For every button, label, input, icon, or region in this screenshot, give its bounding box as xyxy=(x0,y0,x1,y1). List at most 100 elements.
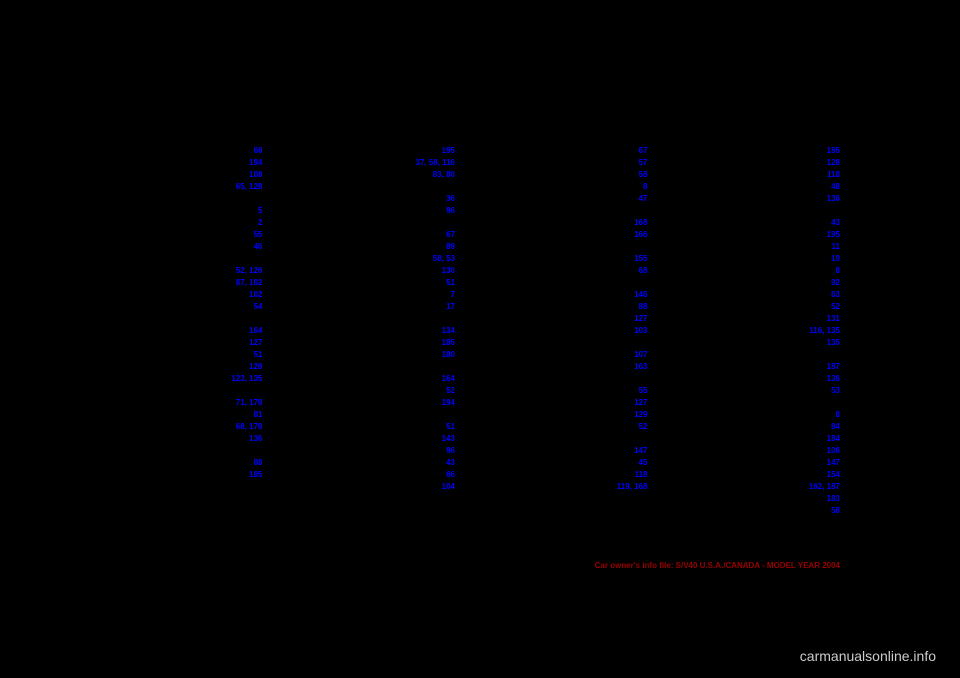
index-entry-page[interactable]: 83, 80 xyxy=(429,169,455,180)
index-entry-page[interactable]: 166 xyxy=(630,229,647,240)
index-entry-page[interactable]: 65, 128 xyxy=(232,181,263,192)
index-entry-page[interactable]: 143 xyxy=(438,433,455,444)
index-entry-page[interactable]: 102 xyxy=(245,289,262,300)
index-entry-page[interactable]: 68, 178 xyxy=(232,421,263,432)
index-entry-page[interactable]: 96 xyxy=(442,445,455,456)
index-entry-page[interactable]: 96 xyxy=(442,205,455,216)
index-entry-page[interactable]: 119, 168 xyxy=(613,481,648,492)
index-entry-page[interactable]: 88 xyxy=(250,457,263,468)
index-entry-page[interactable]: 68 xyxy=(250,145,263,156)
index-entry-page[interactable]: 134 xyxy=(438,325,455,336)
index-entry-page[interactable]: 84 xyxy=(827,421,840,432)
index-entry-page[interactable]: 52 xyxy=(827,301,840,312)
index-entry-page[interactable]: 127 xyxy=(630,397,647,408)
index-entry-page[interactable]: 195 xyxy=(438,145,455,156)
index-entry-page[interactable]: 185 xyxy=(823,145,840,156)
index-entry-page[interactable]: 155 xyxy=(630,253,647,264)
index-entry-page[interactable]: 116, 135 xyxy=(805,325,840,336)
index-entry-page[interactable]: 136 xyxy=(245,433,262,444)
index-entry-page[interactable]: 36 xyxy=(442,193,455,204)
index-entry-page[interactable]: 147 xyxy=(823,457,840,468)
index-entry-page[interactable]: 8 xyxy=(832,409,840,420)
index-entry-page[interactable]: 55 xyxy=(250,229,263,240)
index-entry-page[interactable]: 104 xyxy=(438,481,455,492)
index-entry-page[interactable]: 88 xyxy=(635,301,648,312)
index-entry-page[interactable]: 127 xyxy=(245,337,262,348)
index-entry-page[interactable]: 135 xyxy=(823,337,840,348)
index-entry-page[interactable]: 8 xyxy=(639,181,647,192)
index-entry-page[interactable]: 45 xyxy=(635,457,648,468)
index-entry-page[interactable]: 52 xyxy=(635,421,648,432)
index-entry-page[interactable]: 130 xyxy=(438,265,455,276)
index-entry-page[interactable]: 118 xyxy=(631,469,648,480)
index-entry-page[interactable]: 194 xyxy=(245,157,262,168)
index-entry-page[interactable]: 131 xyxy=(823,313,840,324)
index-entry-page[interactable]: 17 xyxy=(442,301,455,312)
index-entry-page[interactable]: 58 xyxy=(827,505,840,516)
index-entry-page[interactable]: 136 xyxy=(823,193,840,204)
index-entry-page[interactable]: 52, 126 xyxy=(232,265,263,276)
index-entry-page[interactable]: 146 xyxy=(630,289,647,300)
index-entry-page[interactable]: 53 xyxy=(827,385,840,396)
index-entry-page[interactable]: 43 xyxy=(827,217,840,228)
index-entry-page[interactable]: 184 xyxy=(823,433,840,444)
index-entry-page[interactable]: 103 xyxy=(630,325,647,336)
index-entry-page[interactable]: 128 xyxy=(245,361,262,372)
index-entry-page[interactable]: 118 xyxy=(823,169,840,180)
index-entry-page[interactable]: 128 xyxy=(823,157,840,168)
index-entry-page[interactable]: 5 xyxy=(254,205,262,216)
index-entry-page[interactable]: 66 xyxy=(442,469,455,480)
index-entry-page[interactable]: 51 xyxy=(250,349,263,360)
index-entry-page[interactable]: 43 xyxy=(442,457,455,468)
index-entry-page[interactable]: 46 xyxy=(250,241,263,252)
index-entry-page[interactable]: 89 xyxy=(442,241,455,252)
index-entry-page[interactable]: 164 xyxy=(438,373,455,384)
index-entry-page[interactable]: 51 xyxy=(442,421,455,432)
index-entry-page[interactable]: 47 xyxy=(635,193,648,204)
index-entry-page[interactable]: 58 xyxy=(635,169,648,180)
index-entry: H xyxy=(120,253,263,264)
index-entry-page[interactable]: 48 xyxy=(827,181,840,192)
index-entry-page[interactable]: 168 xyxy=(630,217,647,228)
index-entry-page[interactable]: 67 xyxy=(442,229,455,240)
index-entry-page[interactable]: 10 xyxy=(827,253,840,264)
index-entry-page[interactable]: 194 xyxy=(438,397,455,408)
index-entry-page[interactable]: 108 xyxy=(245,169,262,180)
index-entry-page[interactable]: 185 xyxy=(438,337,455,348)
index-entry-page[interactable]: 67 xyxy=(635,145,648,156)
index-entry-page[interactable]: 71, 178 xyxy=(232,397,263,408)
index-entry-page[interactable]: 123, 135 xyxy=(227,373,262,384)
index-entry-page[interactable]: 136 xyxy=(823,373,840,384)
index-entry-page[interactable]: 107 xyxy=(630,349,647,360)
index-entry-page[interactable]: 106 xyxy=(823,445,840,456)
index-entry-page[interactable]: 58, 53 xyxy=(429,253,455,264)
index-entry: Lamps89 xyxy=(313,241,456,252)
index-entry-page[interactable]: 2 xyxy=(254,217,262,228)
index-entry-page[interactable]: 185 xyxy=(245,469,262,480)
index-entry-page[interactable]: 55 xyxy=(635,385,648,396)
index-entry-page[interactable]: 51 xyxy=(442,277,455,288)
index-entry-page[interactable]: 187 xyxy=(823,361,840,372)
index-entry-page[interactable]: 164 xyxy=(245,325,262,336)
index-entry-page[interactable]: 54 xyxy=(250,301,263,312)
index-entry-page[interactable]: 37, 58, 116 xyxy=(411,157,455,168)
index-entry-page[interactable]: 162, 187 xyxy=(805,481,840,492)
index-entry-page[interactable]: 52 xyxy=(442,385,455,396)
index-entry-page[interactable]: 68 xyxy=(635,265,648,276)
index-entry-page[interactable]: 87, 102 xyxy=(232,277,263,288)
index-entry-page[interactable]: 129 xyxy=(630,409,647,420)
index-entry-page[interactable]: 163 xyxy=(630,361,647,372)
index-entry-page[interactable]: 7 xyxy=(447,289,455,300)
index-entry-page[interactable]: 57 xyxy=(635,157,648,168)
index-entry-page[interactable]: 8 xyxy=(832,265,840,276)
index-entry-page[interactable]: 183 xyxy=(823,493,840,504)
index-entry-page[interactable]: 11 xyxy=(828,241,840,252)
index-entry-page[interactable]: 147 xyxy=(630,445,647,456)
index-entry-page[interactable]: 81 xyxy=(250,409,263,420)
index-entry-page[interactable]: 154 xyxy=(823,469,840,480)
index-entry-page[interactable]: 195 xyxy=(823,229,840,240)
index-entry-page[interactable]: 63 xyxy=(827,289,840,300)
index-entry-page[interactable]: 92 xyxy=(827,277,840,288)
index-entry-page[interactable]: 127 xyxy=(630,313,647,324)
index-entry-page[interactable]: 180 xyxy=(438,349,455,360)
